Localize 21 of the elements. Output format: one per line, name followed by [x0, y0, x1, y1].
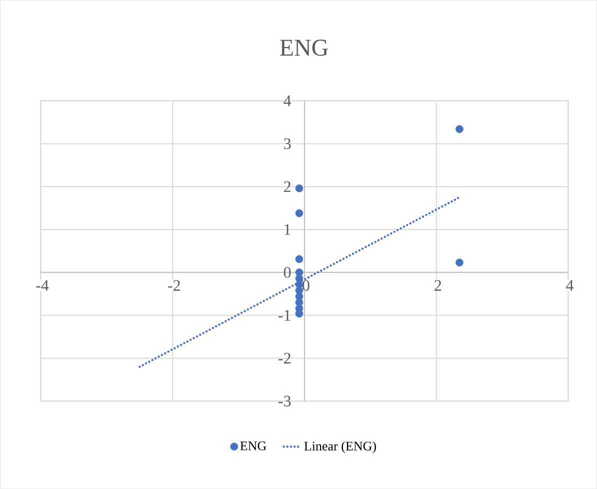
y-tick-label: 3 — [284, 138, 291, 150]
point — [295, 209, 304, 218]
chart-title: ENG — [280, 40, 328, 56]
y-tick-label: 0 — [284, 267, 291, 278]
point — [456, 125, 464, 134]
y-tick-label: 4 — [284, 96, 292, 106]
x-tick-label: 4 — [566, 280, 574, 291]
x-tick-label: 0 — [302, 280, 310, 291]
y-tick-label: 2 — [284, 181, 290, 192]
y-tick-label: -2 — [278, 352, 290, 364]
point — [456, 258, 464, 266]
legend-label: Linear (ENG) — [304, 441, 376, 454]
x-tick-label: -4 — [36, 280, 49, 291]
point — [295, 255, 304, 264]
point — [295, 184, 304, 192]
x-tick-label: -2 — [168, 280, 180, 291]
y-tick-label: -3 — [278, 396, 291, 407]
y-tick-label: -1 — [278, 310, 290, 321]
x-tick-label: 2 — [434, 280, 442, 291]
legend-label: ENG — [240, 442, 266, 450]
y-tick-label: 1 — [284, 224, 290, 235]
